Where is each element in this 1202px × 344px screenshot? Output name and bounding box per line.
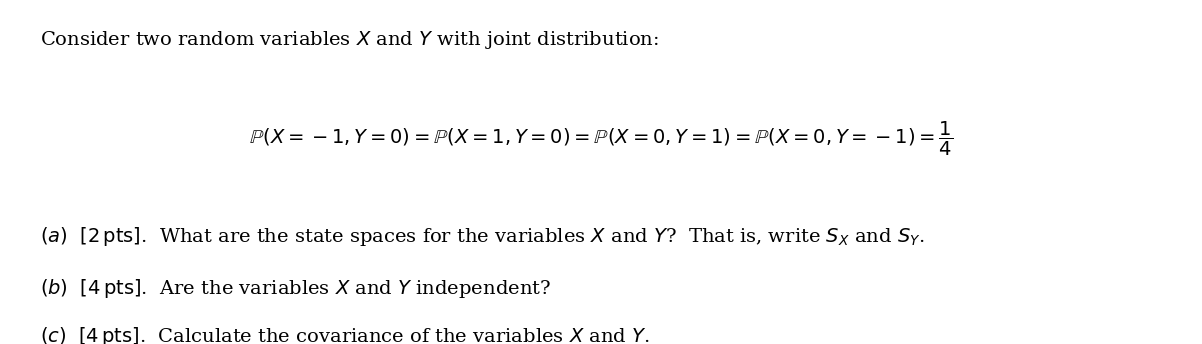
Text: $(b)$  $[4 \, \mathrm{pts}]$.  Are the variables $X$ and $Y$ independent?: $(b)$ $[4 \, \mathrm{pts}]$. Are the var… xyxy=(40,277,551,300)
Text: $(a)$  $[2 \, \mathrm{pts}]$.  What are the state spaces for the variables $X$ a: $(a)$ $[2 \, \mathrm{pts}]$. What are th… xyxy=(40,225,924,248)
Text: $\mathbb{P}(X = -1, Y = 0) = \mathbb{P}(X = 1, Y = 0) = \mathbb{P}(X = 0, Y = 1): $\mathbb{P}(X = -1, Y = 0) = \mathbb{P}(… xyxy=(249,120,953,158)
Text: $(c)$  $[4 \, \mathrm{pts}]$.  Calculate the covariance of the variables $X$ and: $(c)$ $[4 \, \mathrm{pts}]$. Calculate t… xyxy=(40,325,649,344)
Text: Consider two random variables $X$ and $Y$ with joint distribution:: Consider two random variables $X$ and $Y… xyxy=(40,29,659,51)
